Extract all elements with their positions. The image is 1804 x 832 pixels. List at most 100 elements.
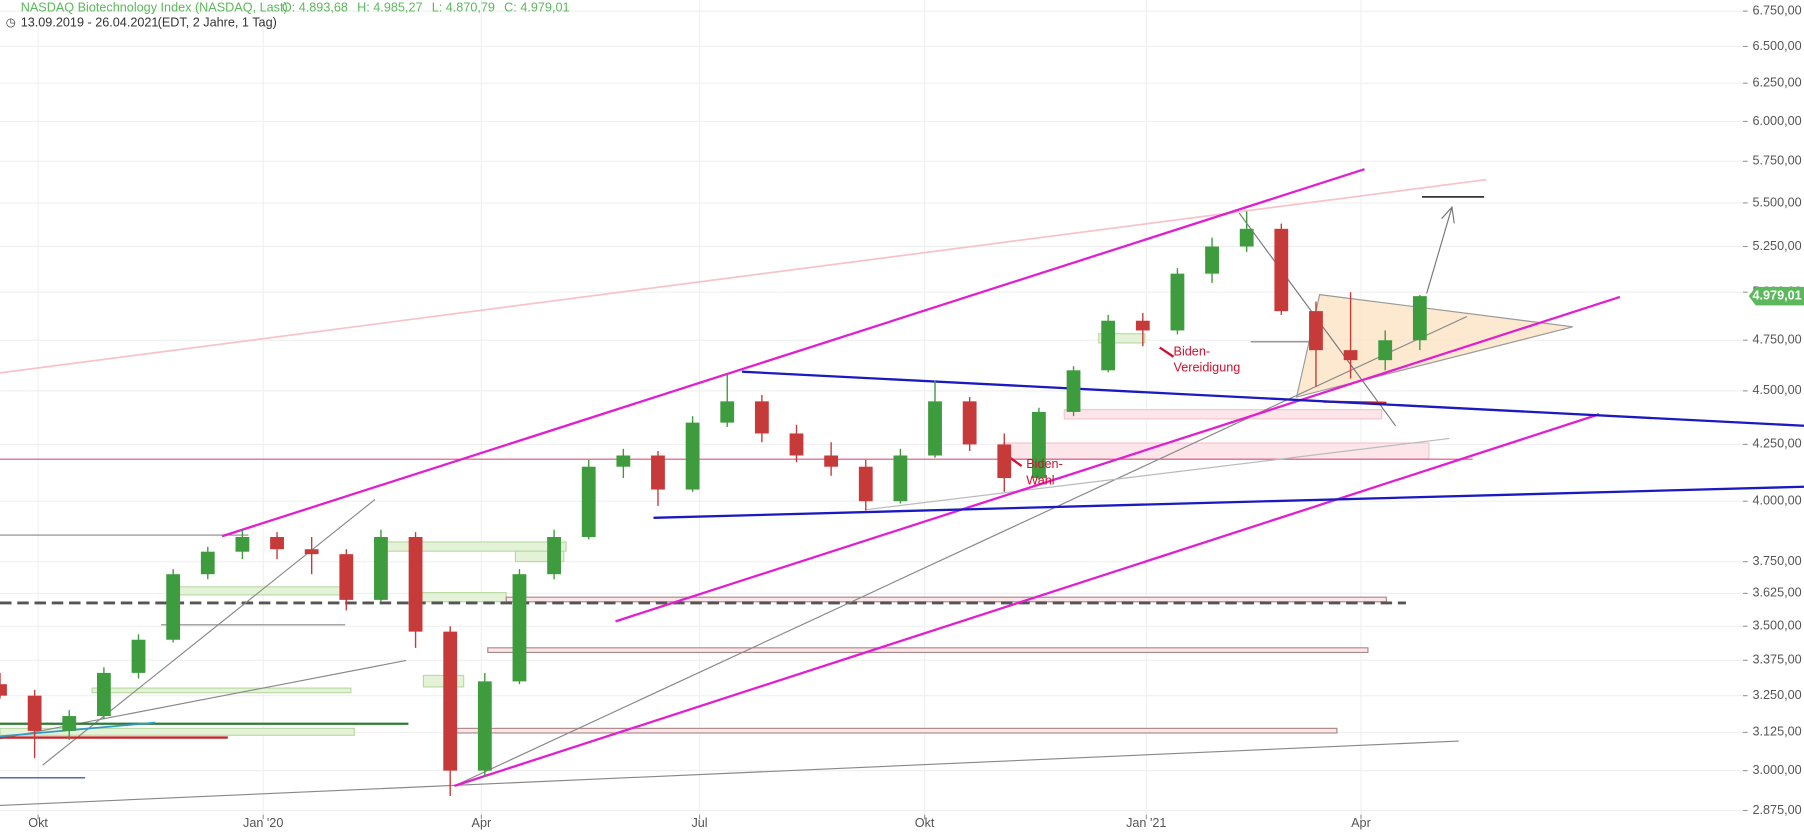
annotation: Wahl xyxy=(1026,473,1054,487)
channel-line xyxy=(653,485,1804,519)
x-tick-label: Jul xyxy=(691,816,707,830)
zone xyxy=(505,596,1387,603)
candle-body xyxy=(96,672,111,717)
candle-body xyxy=(962,401,977,445)
x-tick-label: Jan '20 xyxy=(243,816,283,830)
zone xyxy=(1098,333,1146,344)
annotation-pointer xyxy=(1159,346,1175,358)
x-tick-label: Jan '21 xyxy=(1126,816,1166,830)
x-tick-label: Apr xyxy=(1351,816,1371,830)
zone xyxy=(487,647,1369,654)
x-tick-label: Apr xyxy=(472,816,492,830)
annotation: Vereidigung xyxy=(1174,361,1241,375)
y-tick-label: 3.750,00 xyxy=(1752,554,1801,568)
candle-body xyxy=(27,695,42,731)
candle-body xyxy=(1032,411,1046,479)
zone xyxy=(419,592,507,603)
y-tick-label: 6.750,00 xyxy=(1752,3,1801,17)
ohlc-value: L: 4.870,79 xyxy=(432,0,495,14)
candle-body xyxy=(477,681,492,771)
candle-body xyxy=(997,444,1012,479)
chart-title: NASDAQ Biotechnology Index (NASDAQ, Last… xyxy=(21,0,288,14)
candle-body xyxy=(339,554,354,600)
candle-body xyxy=(720,401,735,423)
candle-body xyxy=(893,455,908,502)
ohlc-value: C: 4.979,01 xyxy=(504,0,569,14)
trend-line xyxy=(0,740,1459,807)
date-range: 13.09.2019 - 26.04.2021 xyxy=(21,15,159,29)
candle-body xyxy=(547,536,561,575)
candle-body xyxy=(1412,296,1427,341)
zone xyxy=(91,687,352,694)
ohlc-value: O: 4.893,68 xyxy=(282,0,348,14)
y-tick-label: 5.750,00 xyxy=(1752,154,1801,168)
arrow-head xyxy=(1441,205,1455,224)
triangle xyxy=(1295,293,1573,398)
y-tick-label: 4.250,00 xyxy=(1752,437,1801,451)
trend-line xyxy=(42,498,376,766)
candle-body xyxy=(928,401,942,456)
candle-body xyxy=(1378,340,1393,361)
y-tick-label: 6.500,00 xyxy=(1752,39,1801,53)
candle-body xyxy=(62,716,77,731)
y-tick-label: 3.250,00 xyxy=(1752,688,1801,702)
y-tick-label: 4.000,00 xyxy=(1752,494,1801,508)
y-tick-label: 2.875,00 xyxy=(1752,803,1801,817)
y-tick-label: 4.500,00 xyxy=(1752,383,1801,397)
candle-body xyxy=(1239,228,1254,247)
y-tick-label: 5.500,00 xyxy=(1752,195,1801,209)
channel-line xyxy=(742,370,1804,427)
candle-body xyxy=(270,536,284,550)
arrow xyxy=(1426,207,1453,294)
candle-body xyxy=(374,536,388,600)
y-tick-label: 3.375,00 xyxy=(1752,653,1801,667)
candle-body xyxy=(235,536,250,552)
candle-body xyxy=(1274,228,1289,312)
candle-body xyxy=(1101,320,1116,371)
candle-body xyxy=(166,574,181,640)
candle-body xyxy=(0,684,7,696)
clock-icon: ◷ xyxy=(6,17,16,29)
channel-line xyxy=(221,168,1365,538)
y-tick-label: 3.125,00 xyxy=(1752,725,1801,739)
last-price-marker xyxy=(1748,286,1804,306)
candle-body xyxy=(685,422,700,490)
trend-line xyxy=(0,721,156,738)
candle-body xyxy=(824,455,839,467)
trend-line xyxy=(0,659,407,740)
candle-body xyxy=(1343,350,1358,361)
y-tick-label: 3.625,00 xyxy=(1752,586,1801,600)
candle-body xyxy=(131,639,146,673)
last-price-label: 4.979,01 xyxy=(1752,288,1801,302)
candle-body xyxy=(616,455,631,467)
drawings xyxy=(0,168,1804,807)
candle-body xyxy=(1066,370,1081,412)
candle-body xyxy=(1170,273,1185,331)
range-note: (EDT, 2 Jahre, 1 Tag) xyxy=(158,15,277,29)
candle-body xyxy=(1205,246,1219,274)
candle-body xyxy=(512,574,527,682)
candles xyxy=(0,211,1427,796)
y-tick-label: 3.500,00 xyxy=(1752,619,1801,633)
candle-body xyxy=(408,536,423,632)
candle-body xyxy=(200,551,215,575)
annotation: Biden- xyxy=(1026,457,1063,471)
candle-body xyxy=(304,549,319,555)
zone xyxy=(1002,442,1430,460)
candle-body xyxy=(754,401,769,434)
y-tick-label: 4.750,00 xyxy=(1752,333,1801,347)
candle-body xyxy=(1135,320,1150,331)
trend-line xyxy=(0,178,1487,374)
channel-line xyxy=(615,295,1621,623)
candle-body xyxy=(651,455,665,490)
candle-body xyxy=(789,433,804,456)
zone xyxy=(172,586,346,596)
candle-body xyxy=(443,631,458,771)
y-tick-label: 6.000,00 xyxy=(1752,114,1801,128)
candle-body xyxy=(581,466,596,537)
y-tick-label: 5.250,00 xyxy=(1752,239,1801,253)
trend-line xyxy=(454,315,1468,787)
header: NASDAQ Biotechnology Index (NASDAQ, Last… xyxy=(6,0,570,29)
